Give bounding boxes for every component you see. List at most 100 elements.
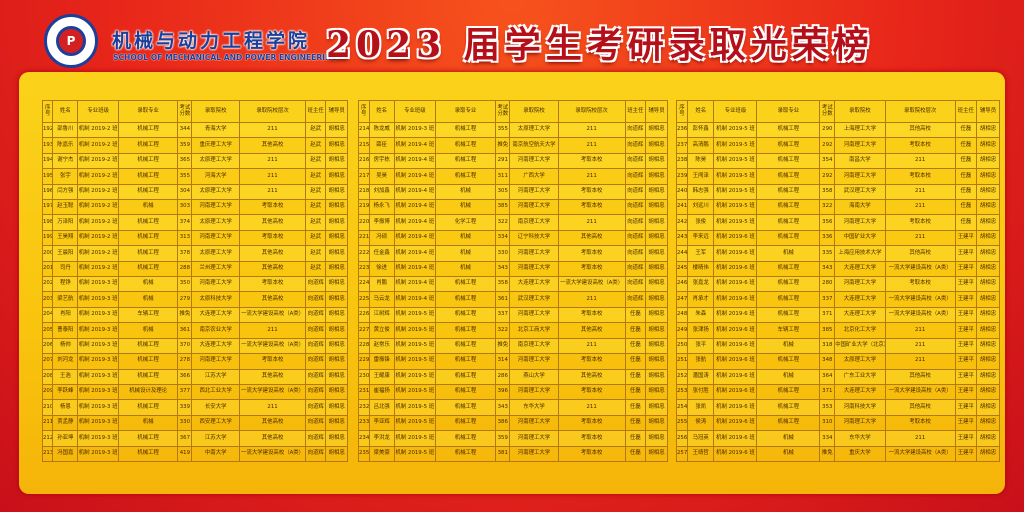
- table-row: 254 张凯 机制 2019-6 班机械工程 353 河南科技大学 其他高校 王建平 胡相忠: [676, 399, 1000, 416]
- cell-level: 211: [557, 337, 626, 355]
- column-header-seq: 序号: [41, 99, 54, 124]
- cell-major: 机械工程: [117, 137, 179, 154]
- cell-counselor: 胡相忠: [645, 152, 668, 170]
- cell-name: 吕北强: [368, 399, 395, 416]
- table-row: 224 肖鹏 机制 2019-4 班机械工程 358 大连理工大学 一流大学建设高校（A类…: [358, 276, 668, 293]
- cell-name: 李亚辉: [368, 414, 395, 432]
- cell-seq: 207: [41, 353, 54, 370]
- cell-name: 曹泰阳: [52, 322, 79, 339]
- cell-school: 太原理工大学: [191, 214, 240, 231]
- cell-counselor: 胡相忠: [325, 199, 348, 216]
- column-header-school: 录取院校: [509, 99, 559, 124]
- cell-class: 机制 2019-6 班: [713, 291, 758, 308]
- cell-school: 南京理工大学: [509, 337, 559, 355]
- cell-head-teacher: 任磊: [954, 214, 978, 231]
- cell-score: 419: [177, 445, 193, 463]
- cell-counselor: 胡相忠: [325, 152, 348, 170]
- cell-class: 机制 2019-3 班: [77, 276, 119, 293]
- cell-counselor: 胡相忠: [325, 368, 348, 385]
- cell-head-teacher: 王建平: [954, 245, 978, 262]
- cell-major: 机械: [117, 276, 179, 293]
- cell-level: 考取本校: [884, 276, 956, 293]
- cell-class: 机制 2019-5 班: [393, 430, 436, 447]
- cell-head-teacher: 赵武: [305, 260, 327, 278]
- cell-school: 河南理工大学: [509, 414, 559, 432]
- cell-class: 机制 2019-5 班: [393, 383, 436, 401]
- cell-score: 291: [495, 152, 511, 170]
- column-header-score: 考试分数: [495, 99, 511, 124]
- cell-major: 机械工程: [434, 353, 497, 370]
- cell-school: 河南理工大学: [509, 152, 559, 170]
- cell-name: 任金鑫: [368, 245, 395, 262]
- cell-class: 机制 2019-6 班: [713, 414, 758, 432]
- table-row: 201 司丹 机制 2019-2 班机械工程 288 兰州理工大学 其他高校 赵武 胡相忠: [41, 260, 348, 278]
- cell-name: 万泽阳: [52, 214, 79, 231]
- cell-name: 邵鲁川: [52, 122, 79, 139]
- cell-seq: 225: [358, 291, 370, 308]
- cell-seq: 197: [41, 199, 54, 216]
- table-row: 208 王浩 机制 2019-3 班机械工程 366 江苏大学 其他高校 向道辉 胡相忠: [41, 368, 348, 385]
- cell-school: 南京理工大学: [509, 214, 559, 231]
- cell-name: 程铮: [52, 276, 79, 293]
- cell-counselor: 胡相忠: [976, 291, 1000, 308]
- table-row: 211 贾孟静 机制 2019-3 班机械 330 西安理工大学 其他高校 向道辉 胡相忠: [41, 414, 348, 432]
- cell-seq: 237: [676, 137, 688, 154]
- cell-school: 大连理工大学: [834, 260, 886, 278]
- table-row: 205 曹泰阳 机制 2019-3 班机械 361 南京农业大学 211 向道辉 胡相忠: [41, 322, 348, 339]
- cell-name: 杨帅: [52, 337, 79, 355]
- cell-level: 其他高校: [238, 245, 307, 262]
- cell-seq: 251: [676, 353, 688, 370]
- cell-major: 机械: [756, 337, 821, 355]
- cell-school: 中国矿业大学: [834, 229, 886, 247]
- cell-school: 河南理工大学: [834, 214, 886, 231]
- cell-name: 朱森: [686, 306, 715, 324]
- cell-score: 318: [819, 337, 836, 355]
- cell-school: 江苏大学: [191, 368, 240, 385]
- table-row: 232 吕北强 机制 2019-5 班机械工程 343 东华大学 211 任磊 胡相忠: [358, 399, 668, 416]
- cell-level: 一流大学建设高校（A类）: [238, 445, 307, 463]
- cell-major: 机械工程: [756, 168, 821, 185]
- cell-name: 雷振锋: [368, 353, 395, 370]
- cell-seq: 244: [676, 245, 688, 262]
- cell-level: 211: [884, 229, 956, 247]
- cell-counselor: 胡相忠: [976, 368, 1000, 385]
- cell-seq: 211: [41, 414, 54, 432]
- cell-class: 机制 2019-4 班: [393, 291, 436, 308]
- cell-school: 南京农业大学: [191, 322, 240, 339]
- cell-name: 王耀康: [368, 368, 395, 385]
- cell-school: 太原理工大学: [191, 183, 240, 201]
- table-row: 234 李洪龙 机制 2019-5 班机械工程 359 河南理工大学 考取本校 任磊 胡相忠: [358, 430, 668, 447]
- cell-score: 290: [819, 122, 836, 139]
- cell-school: 南昌大学: [834, 152, 886, 170]
- cell-score: 385: [819, 322, 836, 339]
- cell-counselor: 胡相忠: [645, 260, 668, 278]
- cell-major: 机械工程: [117, 430, 179, 447]
- cell-level: 其他高校: [238, 430, 307, 447]
- table-row: 218 刘加鑫 机制 2019-4 班机械 305 河南理工大学 考取本校 向道辉 胡相忠: [358, 183, 668, 201]
- cell-seq: 214: [358, 122, 370, 139]
- school-name-cn: 机械与动力工程学院: [112, 30, 311, 52]
- cell-name: 梁美豪: [368, 445, 395, 463]
- cell-major: 化学工程: [434, 214, 497, 231]
- table-row: 206 杨帅 机制 2019-3 班机械工程 370 大连理工大学 一流大学建设高校（A类…: [41, 337, 348, 355]
- cell-head-teacher: 任磊: [954, 168, 978, 185]
- table-row: 239 王闯泽 机制 2019-5 班机械工程 292 河南理工大学 考取本校 任磊 胡相忠: [676, 168, 1000, 185]
- cell-head-teacher: 任磊: [954, 137, 978, 154]
- table-row: 195 张宇 机制 2019-2 班机械工程 355 河海大学 211 赵武 胡相忠: [41, 168, 348, 185]
- cell-head-teacher: 王建平: [954, 383, 978, 401]
- cell-counselor: 胡相忠: [325, 137, 348, 154]
- cell-head-teacher: 任磊: [954, 199, 978, 216]
- cell-counselor: 胡相忠: [976, 199, 1000, 216]
- cell-name: 徐进: [368, 260, 395, 278]
- cell-seq: 238: [676, 152, 688, 170]
- column-header-class: 专业班级: [393, 99, 436, 124]
- cell-school: 太原理工大学: [191, 152, 240, 170]
- column-header-head-teacher: 班主任: [305, 99, 327, 124]
- cell-counselor: 胡相忠: [645, 430, 668, 447]
- cell-school: 河南理工大学: [509, 260, 559, 278]
- column-header-counselor: 辅导员: [645, 99, 668, 124]
- cell-name: 冯国嘉: [52, 445, 79, 463]
- cell-level: 211: [557, 122, 626, 139]
- cell-major: 机械工程: [434, 383, 497, 401]
- cell-school: 大连理工大学: [191, 337, 240, 355]
